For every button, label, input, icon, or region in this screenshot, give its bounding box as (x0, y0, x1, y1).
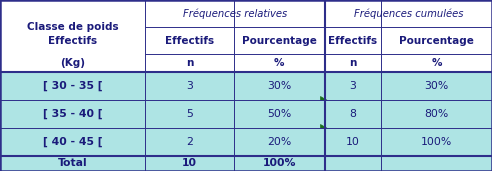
Text: n: n (186, 58, 193, 68)
Text: 30%: 30% (425, 81, 449, 91)
Text: 80%: 80% (425, 109, 449, 119)
Text: 30%: 30% (267, 81, 291, 91)
Text: 8: 8 (350, 109, 356, 119)
Text: Total: Total (58, 159, 88, 168)
Text: [ 35 - 40 [: [ 35 - 40 [ (43, 109, 102, 119)
Bar (0, 72, 492, 171)
Text: Fréquences relatives: Fréquences relatives (183, 8, 287, 19)
Text: 50%: 50% (267, 109, 291, 119)
Text: %: % (431, 58, 442, 68)
Text: [ 30 - 35 [: [ 30 - 35 [ (43, 81, 102, 91)
Text: 3: 3 (186, 81, 193, 91)
Text: 20%: 20% (267, 137, 291, 147)
Text: 5: 5 (186, 109, 193, 119)
Text: %: % (274, 58, 284, 68)
Text: 3: 3 (350, 81, 356, 91)
Text: 100%: 100% (421, 137, 452, 147)
Text: Effectifs: Effectifs (329, 36, 377, 45)
Text: Classe de poids: Classe de poids (27, 22, 119, 32)
Text: 100%: 100% (262, 159, 296, 168)
Text: Pourcentage: Pourcentage (242, 36, 317, 45)
Text: 10: 10 (346, 137, 360, 147)
Text: n: n (349, 58, 357, 68)
Text: Pourcentage: Pourcentage (399, 36, 474, 45)
Text: (Kg): (Kg) (60, 58, 85, 68)
Bar (0, 0, 492, 72)
Text: Fréquences cumulées: Fréquences cumulées (354, 8, 463, 19)
Text: Effectifs: Effectifs (165, 36, 214, 45)
Text: [ 40 - 45 [: [ 40 - 45 [ (43, 137, 102, 147)
Text: Effectifs: Effectifs (48, 36, 97, 45)
Text: 2: 2 (186, 137, 193, 147)
Polygon shape (320, 124, 327, 128)
Polygon shape (320, 96, 327, 100)
Text: 10: 10 (182, 159, 197, 168)
